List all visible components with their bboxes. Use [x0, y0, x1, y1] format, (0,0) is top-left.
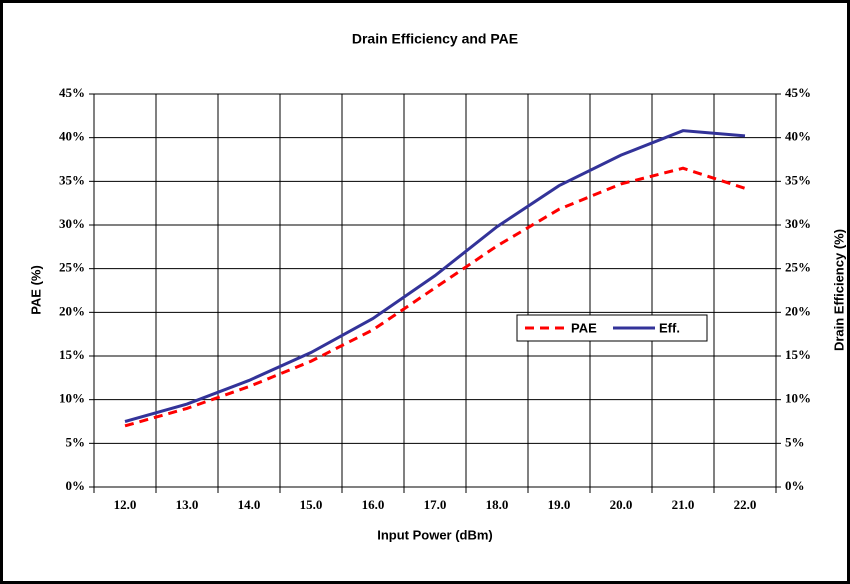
x-tick-label: 21.0: [672, 497, 695, 512]
y2-axis-title: Drain Efficiency (%): [831, 229, 846, 351]
y2-tick-label: 15%: [785, 347, 811, 362]
x-tick-label: 22.0: [734, 497, 757, 512]
x-tick-label: 18.0: [486, 497, 509, 512]
y-tick-label: 30%: [59, 216, 85, 231]
x-tick-label: 13.0: [176, 497, 199, 512]
legend-label: Eff.: [659, 320, 680, 335]
legend-label: PAE: [571, 320, 597, 335]
series-line: [124, 129, 746, 423]
x-tick-label: 14.0: [238, 497, 261, 512]
y-tick-label: 0%: [66, 478, 86, 493]
y2-tick-label: 40%: [785, 129, 811, 144]
x-tick-label: 15.0: [300, 497, 323, 512]
y-tick-label: 10%: [59, 391, 85, 406]
y2-tick-label: 30%: [785, 216, 811, 231]
y-tick-label: 40%: [59, 129, 85, 144]
y2-tick-label: 35%: [785, 172, 811, 187]
y2-tick-label: 10%: [785, 391, 811, 406]
y-tick-label: 35%: [59, 172, 85, 187]
y2-tick-label: 20%: [785, 303, 811, 318]
x-axis-title: Input Power (dBm): [377, 527, 493, 542]
y-tick-label: 15%: [59, 347, 85, 362]
y2-tick-label: 0%: [785, 478, 805, 493]
y-tick-label: 20%: [59, 303, 85, 318]
x-tick-label: 12.0: [114, 497, 137, 512]
y-tick-label: 25%: [59, 260, 85, 275]
y2-tick-label: 5%: [785, 434, 805, 449]
y-axis-title: PAE (%): [28, 265, 43, 315]
x-tick-label: 17.0: [424, 497, 447, 512]
legend: PAE Eff.: [516, 314, 708, 342]
chart-title: Drain Efficiency and PAE: [352, 31, 518, 47]
x-tick-label: 20.0: [610, 497, 633, 512]
x-tick-label: 16.0: [362, 497, 385, 512]
series-line: [124, 166, 746, 428]
y2-tick-label: 45%: [785, 85, 811, 100]
y-tick-label: 45%: [59, 85, 85, 100]
y-tick-label: 5%: [66, 434, 86, 449]
x-tick-label: 19.0: [548, 497, 571, 512]
y2-tick-label: 25%: [785, 260, 811, 275]
plot-border: [93, 93, 777, 488]
